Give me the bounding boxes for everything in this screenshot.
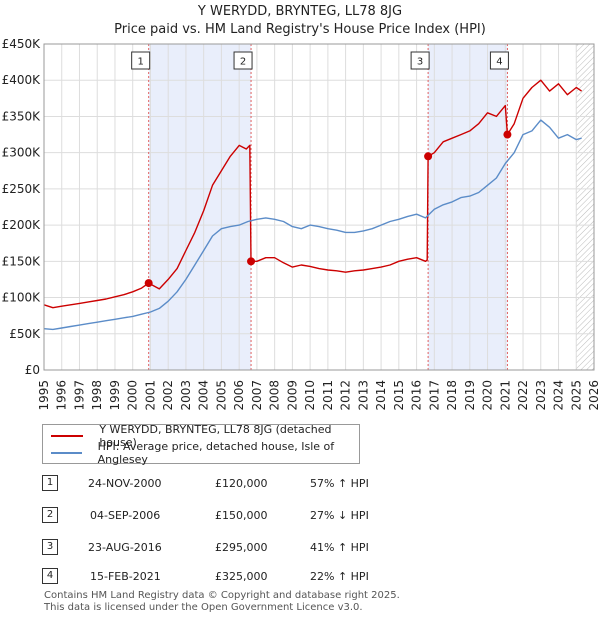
legend-entry-property: Y WERYDD, BRYNTEG, LL78 8JG (detached ho…: [51, 423, 359, 449]
x-tick-label: 2026: [587, 380, 600, 411]
x-tick-label: 2015: [392, 380, 406, 411]
forecast-hatch: [576, 44, 594, 370]
sale-marker-label: 1: [137, 57, 143, 68]
x-tick-label: 2020: [481, 380, 495, 411]
x-tick-label: 2005: [214, 380, 228, 411]
x-tick-label: 2010: [303, 380, 317, 411]
y-tick-label: £200K: [2, 218, 42, 232]
sale-marker-box: [410, 51, 430, 70]
transaction-number-badge: 4: [42, 568, 58, 584]
x-tick-label: 2013: [356, 380, 370, 411]
hpi-line: [43, 119, 582, 331]
transaction-date: 24-NOV-2000: [88, 477, 162, 490]
x-tick-label: 2014: [374, 380, 388, 411]
property-price-line: [43, 79, 582, 309]
x-tick-label: 2004: [197, 380, 211, 411]
footer-licence: This data is licensed under the Open Gov…: [44, 602, 363, 613]
sale-marker-label: 3: [417, 57, 423, 68]
x-tick-label: 2009: [285, 380, 299, 411]
transaction-date: 04-SEP-2006: [90, 509, 161, 522]
transaction-number-badge: 3: [42, 539, 58, 555]
x-tick-label: 2017: [427, 380, 441, 411]
sale-marker-label: 4: [496, 57, 502, 68]
x-tick-label: 2007: [250, 380, 264, 411]
x-tick-label: 2025: [569, 380, 583, 411]
legend-label-property: Y WERYDD, BRYNTEG, LL78 8JG (detached ho…: [99, 423, 332, 449]
x-tick-label: 2011: [321, 380, 335, 411]
x-tick-label: 2019: [463, 380, 477, 411]
x-tick-label: 2000: [126, 380, 140, 411]
y-tick-label: £100K: [2, 291, 42, 305]
x-tick-label: 2016: [410, 380, 424, 411]
x-tick-label: 2003: [179, 380, 193, 411]
transaction-number-badge: 1: [42, 475, 58, 491]
sale-point: [144, 279, 153, 288]
plot-frame: [43, 43, 595, 371]
y-tick-label: £350K: [2, 109, 42, 123]
x-tick-label: 2006: [232, 380, 246, 411]
x-tick-label: 2023: [534, 380, 548, 411]
chart-subtitle: Price paid vs. HM Land Registry's House …: [114, 22, 486, 37]
price-chart: 1 2 3 4 £0 £50K £100K £150K £200K £250K £300K £350K…: [2, 37, 600, 411]
footer-copyright: Contains HM Land Registry data © Copyrig…: [44, 590, 400, 601]
transaction-date: 23-AUG-2016: [88, 541, 162, 554]
y-tick-label: £450K: [2, 37, 42, 51]
transaction-hpi: 27% ↓ HPI: [310, 509, 369, 522]
x-tick-label: 1999: [108, 380, 122, 411]
x-tick-label: 2012: [339, 380, 353, 411]
sale-marker-box: [233, 51, 253, 70]
transaction-date: 15-FEB-2021: [90, 570, 161, 583]
sale-point: [503, 130, 512, 139]
x-tick-label: 2022: [516, 380, 530, 411]
transaction-price: £150,000: [215, 509, 268, 522]
legend: Y WERYDD, BRYNTEG, LL78 8JG (detached ho…: [42, 423, 360, 466]
sale-marker-box: [131, 51, 151, 70]
ownership-shade: [428, 44, 508, 370]
legend-swatch-property: [51, 435, 84, 437]
y-tick-label: £250K: [2, 182, 42, 196]
sale-point: [247, 257, 256, 266]
ownership-shade: [148, 44, 252, 370]
x-tick-label: 1996: [55, 380, 69, 411]
transaction-price: £120,000: [215, 477, 268, 490]
transaction-price: £295,000: [215, 541, 268, 554]
y-tick-label: £400K: [2, 73, 42, 87]
x-tick-label: 2008: [268, 380, 282, 411]
x-tick-label: 2021: [498, 380, 512, 411]
x-tick-label: 1997: [72, 380, 86, 411]
chart-title: Y WERYDD, BRYNTEG, LL78 8JG: [197, 4, 403, 19]
sale-marker-label: 2: [240, 57, 246, 68]
y-tick-label: £150K: [2, 254, 42, 268]
legend-label-hpi: HPI: Average price, detached house, Isle…: [97, 440, 335, 466]
plot-background: [44, 44, 594, 370]
sale-point: [424, 152, 433, 161]
transaction-hpi: 22% ↑ HPI: [310, 570, 369, 583]
transaction-price: £325,000: [215, 570, 268, 583]
x-tick-label: 2018: [445, 380, 459, 411]
y-tick-label: £300K: [2, 146, 42, 160]
y-tick-label: £50K: [9, 327, 41, 341]
transaction-hpi: 41% ↑ HPI: [310, 541, 369, 554]
legend-entry-hpi: HPI: Average price, detached house, Isle…: [51, 440, 359, 466]
x-tick-label: 1998: [90, 380, 104, 411]
x-tick-label: 2024: [552, 380, 566, 411]
sale-marker-box: [489, 51, 509, 70]
x-tick-label: 2001: [143, 380, 157, 411]
transaction-number-badge: 2: [42, 507, 58, 523]
y-tick-label: £0: [25, 363, 40, 377]
transaction-hpi: 57% ↑ HPI: [310, 477, 369, 490]
legend-swatch-hpi: [51, 452, 82, 454]
x-tick-label: 1995: [37, 380, 51, 411]
x-tick-label: 2002: [161, 380, 175, 411]
